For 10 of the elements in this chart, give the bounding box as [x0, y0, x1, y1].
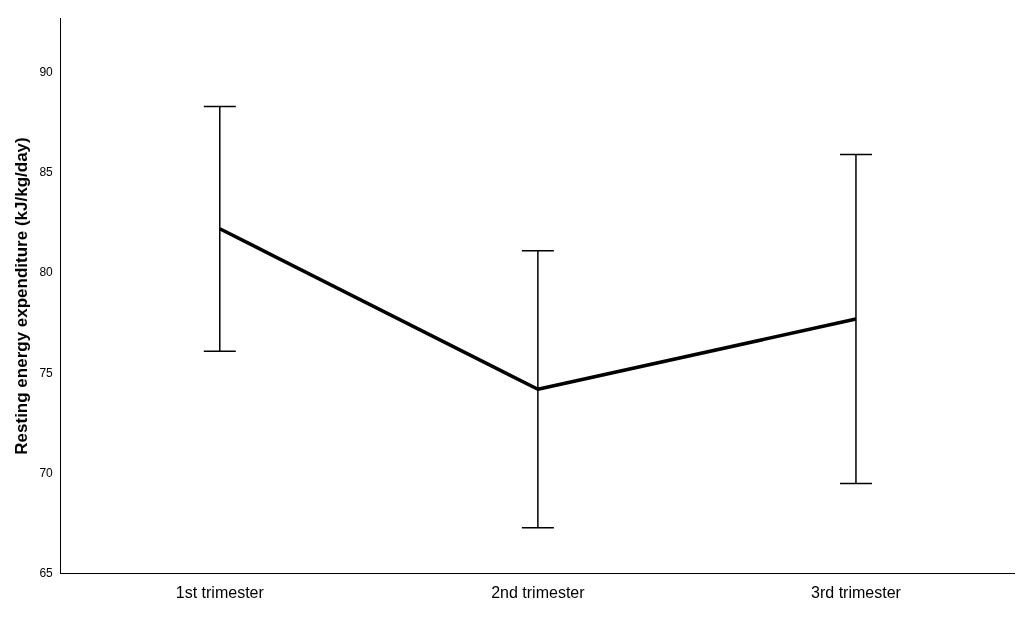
- y-tick-label: 80: [39, 265, 54, 280]
- y-axis-title: Resting energy expenditure (kJ/kg/day): [11, 137, 31, 455]
- y-tick-label: 75: [39, 365, 54, 380]
- y-tick-label: 70: [39, 465, 54, 480]
- x-tick-label: 2nd trimester: [491, 583, 586, 601]
- y-tick-label: 85: [39, 164, 54, 179]
- y-tick-label: 90: [39, 64, 54, 79]
- x-tick-label: 1st trimester: [175, 583, 265, 601]
- y-tick-label: 65: [39, 566, 54, 581]
- x-tick-label: 3rd trimester: [811, 583, 902, 601]
